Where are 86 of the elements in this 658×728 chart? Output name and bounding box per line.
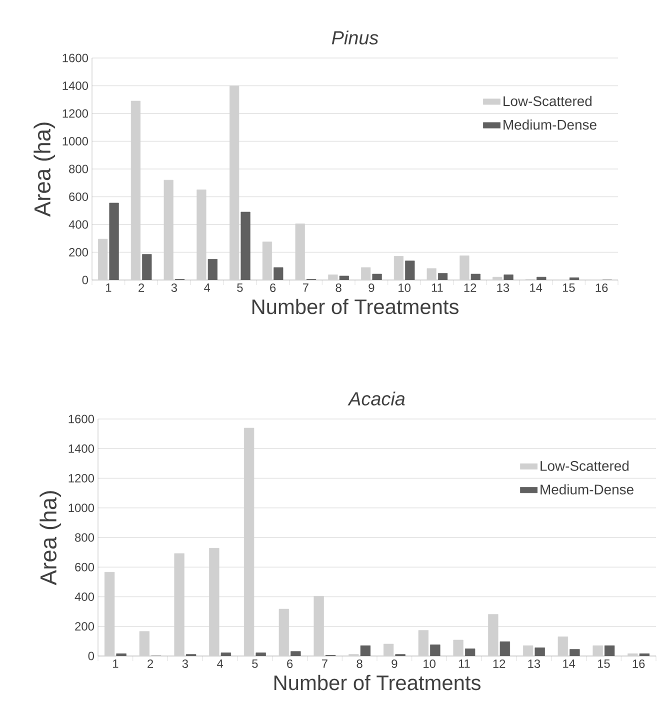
y-tick-label: 400 — [74, 592, 94, 601]
y-tick-label: 600 — [69, 192, 88, 201]
legend-label: Low-Scattered — [540, 460, 629, 471]
bar — [109, 202, 119, 280]
chart-title: Acacia — [348, 392, 405, 406]
bar — [426, 268, 436, 280]
x-tick-label: 12 — [464, 284, 476, 292]
y-tick-label: 0 — [88, 652, 94, 660]
bar — [295, 224, 305, 280]
y-tick-label: 400 — [68, 220, 88, 229]
y-tick-label: 1600 — [68, 414, 94, 424]
x-tick-label: 13 — [528, 660, 540, 668]
x-tick-label: 16 — [596, 284, 608, 292]
y-tick-label: 600 — [75, 562, 94, 572]
bar — [328, 274, 338, 280]
x-tick-label: 14 — [530, 284, 542, 292]
legend-label: Medium-Dense — [504, 119, 596, 130]
y-tick-label: 1200 — [62, 109, 88, 118]
bar — [98, 238, 108, 280]
x-tick-label: 8 — [356, 660, 362, 668]
bar — [274, 267, 284, 280]
legend-label: Low-Scattered — [504, 96, 592, 106]
bar — [569, 277, 580, 280]
bar — [208, 258, 218, 280]
y-tick-label: 200 — [69, 248, 88, 256]
x-axis-title: Number of Treatments — [274, 674, 480, 690]
y-tick-label: 1400 — [68, 444, 94, 453]
bar — [460, 256, 470, 280]
bar — [361, 267, 371, 280]
chart-title: Pinus — [332, 30, 378, 44]
y-axis-title: Area (ha) — [34, 122, 56, 217]
bar — [196, 190, 206, 280]
bar — [339, 276, 349, 280]
x-tick-label: 11 — [458, 660, 470, 668]
y-tick-label: 0 — [82, 276, 88, 284]
x-tick-label: 15 — [598, 660, 610, 668]
x-tick-label: 3 — [182, 660, 188, 668]
x-tick-label: 3 — [171, 284, 177, 292]
x-tick-label: 9 — [368, 284, 374, 292]
x-tick-label: 5 — [237, 284, 243, 292]
bar — [142, 254, 152, 280]
legend-label: Medium-Dense — [540, 484, 634, 494]
x-tick-label: 4 — [204, 284, 210, 292]
x-tick-label: 10 — [424, 660, 436, 668]
y-tick-label: 1200 — [68, 474, 94, 482]
x-tick-label: 1 — [106, 284, 112, 292]
bar — [405, 260, 415, 280]
x-tick-label: 11 — [432, 284, 443, 292]
bar — [262, 242, 272, 280]
bar — [438, 273, 448, 280]
y-axis-title: Area (ha) — [40, 491, 62, 586]
bar — [372, 274, 382, 280]
x-tick-label: 1 — [113, 660, 118, 668]
x-tick-label: 7 — [322, 660, 328, 668]
x-tick-label: 7 — [302, 284, 308, 292]
bar — [394, 256, 404, 280]
x-axis-title: Number of Treatments — [252, 298, 458, 314]
y-tick-label: 1400 — [62, 82, 88, 90]
bar — [164, 180, 174, 280]
x-tick-label: 5 — [252, 660, 258, 668]
bar — [536, 276, 546, 280]
bar — [504, 274, 514, 280]
x-tick-label: 9 — [392, 660, 398, 668]
y-tick-label: 800 — [69, 164, 88, 174]
x-tick-label: 8 — [336, 284, 342, 292]
x-tick-label: 10 — [398, 284, 411, 292]
bar — [230, 86, 240, 280]
x-tick-label: 4 — [217, 660, 224, 668]
x-tick-label: 6 — [287, 660, 293, 668]
y-tick-label: 1000 — [68, 504, 94, 512]
bar — [492, 276, 502, 280]
bar — [130, 100, 141, 280]
y-tick-label: 800 — [75, 533, 94, 542]
x-tick-label: 6 — [270, 284, 276, 292]
x-tick-label: 12 — [493, 660, 506, 668]
bar — [470, 274, 480, 280]
x-tick-label: 13 — [497, 284, 510, 292]
x-tick-label: 2 — [148, 660, 154, 668]
x-tick-label: 16 — [632, 660, 645, 668]
x-tick-label: 15 — [562, 284, 575, 292]
x-tick-label: 2 — [138, 284, 144, 292]
x-tick-label: 14 — [563, 660, 576, 668]
y-tick-label: 1000 — [62, 137, 88, 146]
y-tick-label: 200 — [75, 622, 94, 631]
y-tick-label: 1600 — [62, 54, 88, 62]
bar — [240, 212, 250, 280]
